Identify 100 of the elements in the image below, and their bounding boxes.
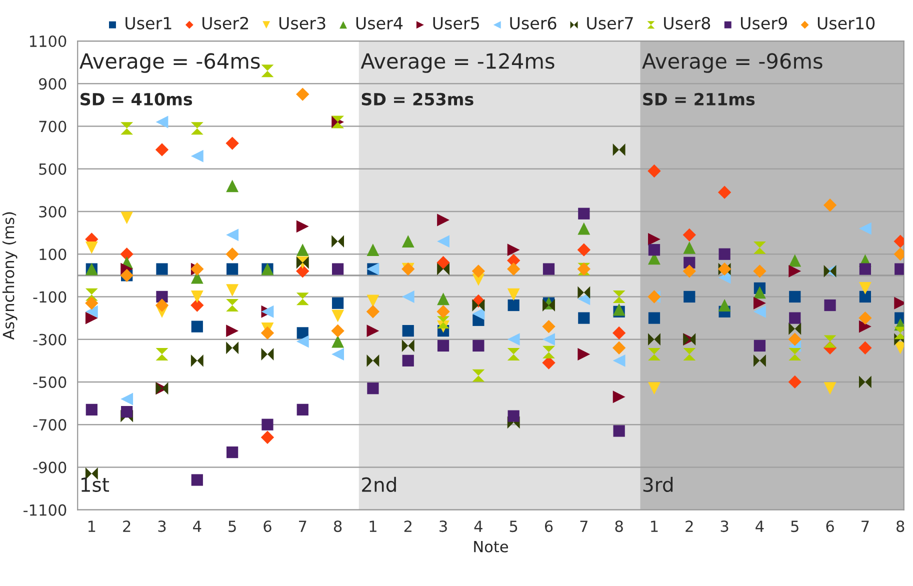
point: [156, 263, 168, 275]
point: [366, 294, 380, 308]
y-tick-label: 700: [39, 120, 66, 132]
x-tick-label: 5: [791, 520, 798, 532]
point: [402, 325, 414, 337]
point: [226, 284, 239, 297]
point: [472, 369, 485, 382]
x-axis-title: Note: [474, 541, 508, 552]
point: [332, 235, 344, 248]
point: [718, 271, 731, 284]
point: [754, 286, 766, 299]
point: [120, 122, 134, 135]
point: [190, 150, 204, 162]
point: [507, 288, 520, 301]
point: [788, 332, 802, 346]
y-tick-label: 300: [39, 206, 66, 218]
x-tick-label: 7: [580, 520, 588, 532]
point: [577, 243, 590, 256]
point: [754, 296, 766, 310]
point: [754, 242, 766, 254]
point: [578, 222, 590, 235]
point: [507, 262, 520, 276]
legend-label: User5: [433, 17, 479, 30]
point: [226, 180, 239, 192]
point: [366, 305, 380, 318]
point: [226, 342, 239, 354]
annotation: Average = -96ms: [642, 53, 822, 73]
point: [120, 212, 134, 224]
annotation: 3rd: [643, 476, 673, 492]
point: [507, 244, 520, 256]
point: [754, 340, 766, 352]
point: [613, 425, 625, 437]
point: [648, 382, 660, 395]
y-tick-label: -900: [33, 462, 66, 474]
point: [296, 244, 309, 256]
point: [612, 341, 626, 354]
point: [648, 164, 661, 178]
point: [332, 335, 344, 348]
y-axis-title: Asynchrony (ms): [2, 212, 18, 340]
point: [332, 348, 344, 360]
point: [472, 299, 485, 312]
point: [472, 308, 485, 320]
point: [648, 312, 660, 324]
point: [682, 264, 696, 278]
point: [226, 324, 239, 338]
point: [85, 305, 98, 318]
point: [508, 410, 520, 422]
point: [718, 299, 731, 312]
point: [718, 248, 730, 260]
point: [190, 298, 204, 312]
point: [190, 290, 204, 303]
y-tick-label: 100: [40, 248, 66, 260]
point: [788, 254, 802, 267]
point: [436, 256, 450, 270]
point: [788, 348, 802, 360]
point: [226, 263, 238, 275]
point: [542, 299, 555, 312]
point: [226, 446, 238, 458]
point: [612, 143, 626, 156]
point: [402, 354, 414, 366]
x-tick-label: 2: [686, 520, 693, 532]
point: [191, 320, 203, 332]
point: [226, 248, 239, 261]
point: [332, 297, 344, 309]
legend-label: User2: [202, 16, 248, 30]
point: [156, 290, 168, 303]
point: [753, 264, 766, 278]
x-tick-label: 4: [756, 520, 764, 532]
point: [437, 214, 450, 226]
point: [788, 264, 802, 278]
point: [682, 228, 696, 242]
x-tick-label: 8: [896, 520, 904, 532]
point: [648, 348, 660, 360]
point: [296, 88, 310, 101]
y-tick-label: -1100: [24, 504, 66, 516]
point: [121, 406, 133, 418]
point: [684, 290, 696, 303]
point: [437, 316, 450, 329]
point: [120, 392, 134, 406]
point: [612, 290, 626, 303]
y-tick-label: -300: [33, 334, 66, 346]
point: [226, 136, 239, 150]
point: [402, 235, 414, 248]
y-tick-label: -100: [33, 291, 66, 303]
point: [824, 382, 836, 395]
point: [436, 305, 450, 318]
x-tick-label: 1: [88, 520, 96, 532]
legend-label: User1: [126, 17, 172, 30]
x-tick-label: 7: [862, 520, 869, 532]
y-tick-label: 900: [38, 78, 66, 90]
point: [578, 208, 590, 220]
point: [542, 346, 555, 358]
point: [823, 198, 837, 212]
x-tick-label: 6: [264, 520, 272, 532]
annotation: 1st: [82, 478, 110, 492]
point: [261, 64, 274, 78]
point: [437, 262, 450, 276]
x-tick-label: 1: [370, 520, 376, 532]
point: [683, 348, 696, 360]
legend-label: User3: [279, 16, 326, 30]
